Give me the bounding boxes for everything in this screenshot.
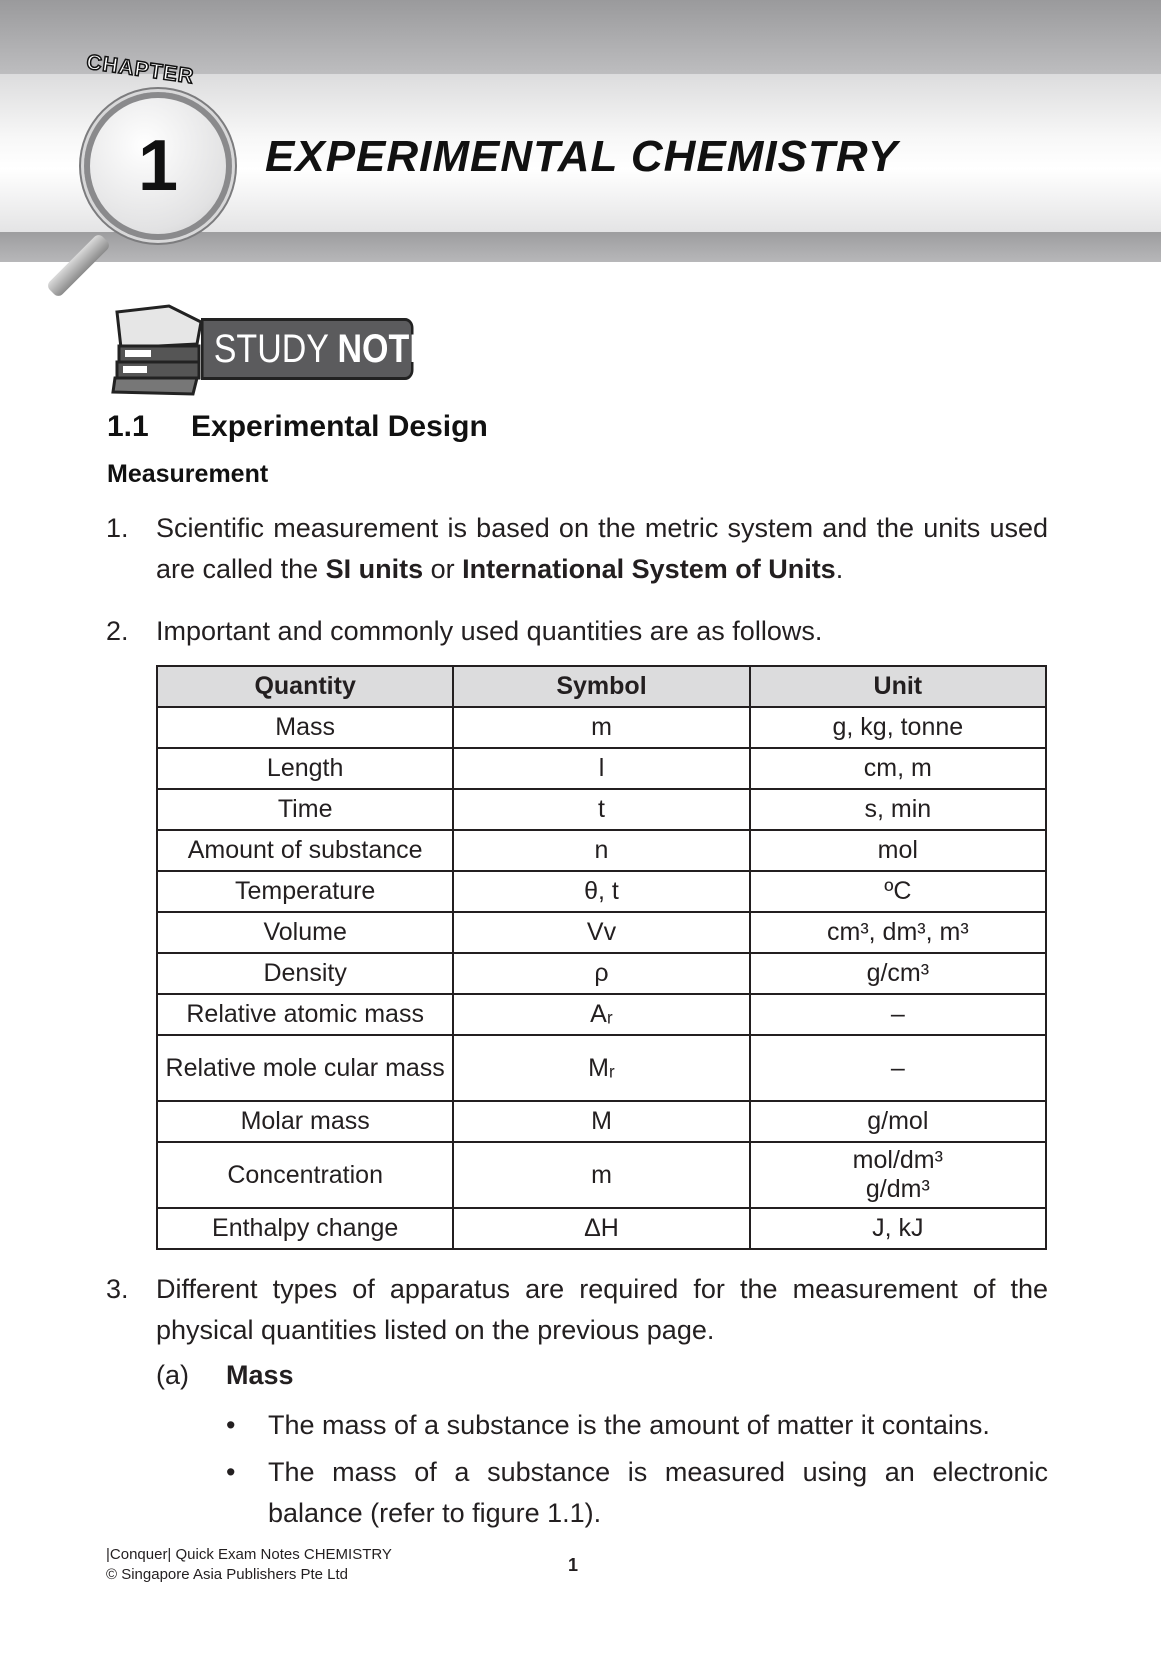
section-title: Experimental Design	[191, 410, 488, 443]
quantity-cell: Time	[155, 788, 455, 831]
text: Scientific measurement is based on the m…	[156, 513, 1048, 584]
item-text: Different types of apparatus are require…	[156, 1274, 1048, 1345]
item-number: 2.	[106, 616, 129, 646]
item-number: 1.	[106, 513, 129, 543]
quantity-cell: Temperature	[155, 870, 455, 913]
bullet-item: • The mass of a substance is measured usi…	[226, 1452, 1048, 1534]
item-number: 3.	[106, 1274, 129, 1304]
chapter-number: 1	[137, 126, 179, 206]
bullet-icon: •	[226, 1457, 236, 1487]
symbol-cell: l	[452, 747, 751, 790]
bullet-text: The mass of a substance is the amount of…	[268, 1410, 990, 1440]
header-band-bottom	[0, 232, 1161, 262]
unit-cell: s, min	[748, 788, 1048, 831]
symbol-cell: ΔH	[452, 1207, 751, 1250]
footer: |Conquer| Quick Exam Notes CHEMISTRY © S…	[106, 1545, 392, 1585]
symbol-cell: Mᵣ	[452, 1034, 751, 1102]
quantities-table: Quantity Symbol Unit Mass m g, kg, tonne Le…	[155, 665, 1048, 1250]
unit-cell: g/mol	[748, 1100, 1048, 1143]
subsection-title: Mass	[226, 1360, 294, 1390]
notes-word: NOTES	[337, 326, 455, 371]
bullet-text: The mass of a substance is measured usin…	[268, 1457, 1048, 1528]
symbol-cell: ρ	[452, 952, 751, 995]
table-row: Mass m g, kg, tonne	[155, 706, 1048, 749]
quantity-cell: Mass	[155, 706, 455, 749]
table-header-row: Quantity Symbol Unit	[155, 665, 1048, 708]
bullet-icon: •	[226, 1410, 236, 1440]
table-row: Amount of substance n mol	[155, 829, 1048, 872]
unit-cell: cm, m	[748, 747, 1048, 790]
quantity-cell: Volume	[155, 911, 455, 954]
quantity-cell: Density	[155, 952, 455, 995]
item-text: Scientific measurement is based on the m…	[156, 508, 1048, 590]
table-row: Relative mole cular mass Mᵣ –	[155, 1034, 1048, 1102]
table-row: Volume Vv cm³, dm³, m³	[155, 911, 1048, 954]
subsection-label: (a)	[156, 1360, 189, 1390]
unit-cell: J, kJ	[748, 1207, 1048, 1250]
column-header: Quantity	[155, 665, 455, 708]
table-row: Length l cm, m	[155, 747, 1048, 790]
item-text: Important and commonly used quantities a…	[156, 616, 823, 646]
symbol-cell: n	[452, 829, 751, 872]
bold-term: International System of Units	[462, 554, 836, 584]
section-heading: 1.1 Experimental Design	[107, 410, 488, 444]
symbol-cell: m	[452, 706, 751, 749]
study-notes-badge: STUDY NOTES	[109, 304, 455, 396]
column-header: Unit	[748, 665, 1048, 708]
quantity-cell: Amount of substance	[155, 829, 455, 872]
unit-cell: g, kg, tonne	[748, 706, 1048, 749]
bullet-item: • The mass of a substance is the amount o…	[226, 1405, 1048, 1446]
table-row: Temperature θ, t ºC	[155, 870, 1048, 913]
table-row: Enthalpy change ΔH J, kJ	[155, 1207, 1048, 1250]
symbol-cell: M	[452, 1100, 751, 1143]
footer-book-title: |Conquer| Quick Exam Notes CHEMISTRY	[106, 1546, 392, 1563]
unit-cell: ºC	[748, 870, 1048, 913]
symbol-cell: Aᵣ	[452, 993, 751, 1036]
quantity-cell: Concentration	[155, 1141, 455, 1209]
table-row: Relative atomic mass Aᵣ –	[155, 993, 1048, 1036]
list-item: 1. Scientific measurement is based on th…	[106, 508, 1048, 590]
unit-cell: mol/dm³ g/dm³	[748, 1141, 1048, 1209]
symbol-cell: m	[452, 1141, 751, 1209]
symbol-cell: θ, t	[452, 870, 751, 913]
header-band-top	[0, 0, 1161, 74]
table-row: Density ρ g/cm³	[155, 952, 1048, 995]
bold-term: SI units	[325, 554, 424, 584]
study-word: STUDY	[213, 326, 329, 371]
unit-cell: mol	[748, 829, 1048, 872]
quantity-cell: Relative atomic mass	[155, 993, 455, 1036]
unit-cell: –	[748, 1034, 1048, 1102]
chapter-title: EXPERIMENTAL CHEMISTRY	[265, 132, 899, 181]
page-number: 1	[568, 1555, 579, 1575]
symbol-cell: Vv	[452, 911, 751, 954]
unit-cell: –	[748, 993, 1048, 1036]
footer-copyright: © Singapore Asia Publishers Pte Ltd	[106, 1566, 349, 1583]
quantity-cell: Enthalpy change	[155, 1207, 455, 1250]
quantity-cell: Molar mass	[155, 1100, 455, 1143]
text: or	[423, 554, 463, 584]
quantity-cell: Length	[155, 747, 455, 790]
list-item: 3. Different types of apparatus are requ…	[106, 1269, 1048, 1351]
books-icon	[111, 304, 203, 396]
magnifier-icon	[84, 92, 232, 240]
subsection-heading: (a) Mass	[156, 1360, 294, 1391]
quantity-cell: Relative mole cular mass	[155, 1034, 455, 1102]
text: .	[835, 554, 844, 584]
study-notes-label: STUDY NOTES	[201, 318, 455, 380]
subheading: Measurement	[107, 460, 269, 488]
table-row: Concentration m mol/dm³ g/dm³	[155, 1141, 1048, 1209]
table-row: Time t s, min	[155, 788, 1048, 831]
unit-cell: g/cm³	[748, 952, 1048, 995]
symbol-cell: t	[452, 788, 751, 831]
column-header: Symbol	[452, 665, 751, 708]
list-item: 2. Important and commonly used quantitie…	[106, 611, 1048, 652]
section-number: 1.1	[107, 410, 149, 443]
unit-cell: cm³, dm³, m³	[748, 911, 1048, 954]
